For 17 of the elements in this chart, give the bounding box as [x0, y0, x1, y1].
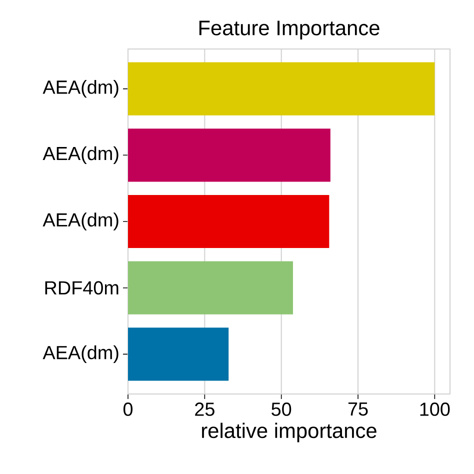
y-tick-label: AEA(dm)	[42, 212, 118, 230]
chart-title: Feature Importance	[199, 20, 380, 40]
y-tick-label: RDF40m	[45, 281, 118, 295]
bar	[128, 62, 435, 116]
x-axis-title: relative importance	[202, 422, 376, 442]
bar	[128, 261, 293, 314]
x-tick-label: 100	[420, 402, 450, 416]
x-tick-label: 50	[272, 402, 292, 416]
y-tick-label: AEA(dm)	[42, 80, 118, 98]
x-tick-label: 75	[348, 402, 368, 416]
bar	[128, 328, 229, 381]
x-tick-label: 25	[195, 402, 214, 416]
bar	[128, 194, 330, 248]
x-tick-label: 0	[123, 402, 133, 416]
bar	[128, 128, 330, 182]
y-tick-label: AEA(dm)	[42, 345, 118, 364]
y-tick-label: AEA(dm)	[42, 146, 118, 164]
